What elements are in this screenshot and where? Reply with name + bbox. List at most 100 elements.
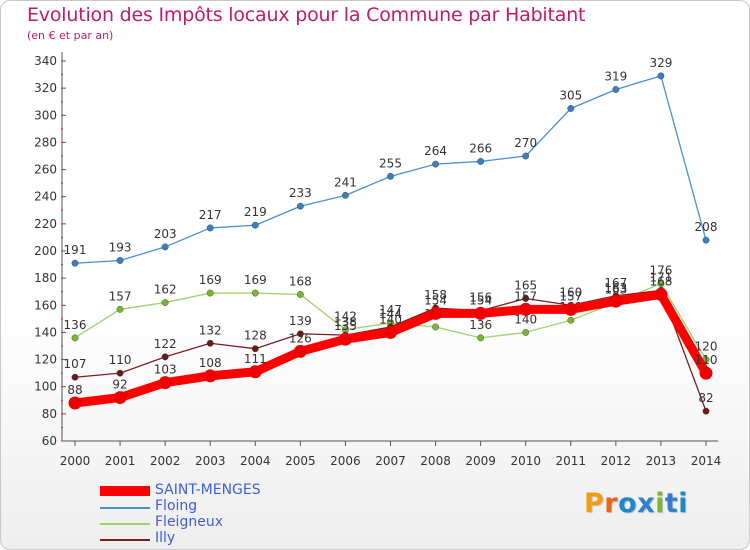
logo-letter: x (637, 488, 656, 519)
data-label-fleigneux: 176 (649, 264, 672, 278)
data-point-floing (342, 191, 349, 199)
y-tick-label: 100 (34, 380, 57, 394)
data-label-illy: 171 (649, 270, 672, 284)
data-label-saint-menges: 157 (559, 289, 582, 303)
data-label-illy: 167 (604, 276, 627, 290)
data-label-fleigneux: 136 (469, 318, 492, 332)
data-label-saint-menges: 111 (244, 352, 267, 366)
data-point-fleigneux (251, 289, 259, 297)
data-label-floing: 329 (649, 56, 672, 70)
data-label-illy: 139 (289, 314, 312, 328)
data-point-saint-menges (203, 369, 217, 383)
data-label-illy: 110 (109, 353, 132, 367)
data-point-saint-menges (248, 365, 262, 379)
logo-letter: P (584, 488, 605, 519)
logo-letter: r (604, 488, 619, 519)
data-label-fleigneux: 168 (289, 274, 312, 288)
x-tick-label: 2000 (60, 454, 91, 468)
data-point-floing (251, 221, 259, 229)
legend-swatch (100, 539, 150, 541)
x-tick-label: 2004 (240, 454, 271, 468)
data-label-fleigneux: 142 (334, 310, 357, 324)
x-tick-label: 2002 (150, 454, 181, 468)
data-point-saint-menges (654, 287, 668, 301)
data-label-saint-menges: 135 (334, 319, 357, 333)
data-point-saint-menges (113, 391, 127, 405)
data-point-floing (387, 172, 394, 180)
legend-label: Floing (155, 498, 198, 514)
data-point-floing (116, 257, 124, 264)
y-tick-label: 60 (42, 434, 57, 448)
data-label-floing: 233 (289, 186, 312, 200)
data-label-illy: 122 (154, 337, 177, 351)
legend-swatch (100, 507, 150, 509)
data-point-floing (702, 236, 710, 244)
y-tick-label: 340 (34, 54, 57, 68)
data-point-illy (702, 407, 710, 415)
x-tick-label: 2009 (465, 454, 496, 468)
y-tick-label: 160 (34, 298, 57, 312)
data-point-illy (522, 295, 530, 302)
line-chart: 60 80 100 120 140 160 180 200 220 240 260 280 300 320… (34, 52, 721, 468)
data-label-illy: 132 (199, 323, 222, 337)
data-label-saint-menges: 110 (695, 353, 718, 367)
data-point-floing (657, 72, 665, 80)
x-tick-label: 2013 (646, 454, 677, 468)
data-label-illy: 128 (244, 329, 267, 343)
data-point-floing (612, 86, 620, 93)
data-label-illy: 138 (334, 315, 357, 329)
y-tick-label: 140 (34, 325, 57, 339)
x-tick-label: 2006 (330, 454, 361, 468)
data-label-illy: 82 (698, 391, 713, 405)
data-label-floing: 264 (424, 144, 447, 158)
data-point-saint-menges (474, 306, 488, 320)
data-label-saint-menges: 168 (649, 274, 672, 288)
y-tick-label: 320 (34, 81, 57, 95)
y-tick-label: 240 (34, 190, 57, 204)
x-tick-label: 2012 (601, 454, 632, 468)
data-label-saint-menges: 88 (67, 383, 82, 397)
data-label-floing: 319 (604, 70, 627, 84)
chart-subtitle: (en € et par an) (27, 29, 114, 42)
data-label-floing: 266 (469, 141, 492, 155)
legend-item: Floing (100, 498, 320, 516)
data-label-illy: 144 (379, 307, 402, 321)
y-tick-label: 80 (42, 407, 57, 421)
data-point-fleigneux (432, 323, 439, 331)
data-label-fleigneux: 169 (199, 273, 222, 287)
x-tick-label: 2005 (285, 454, 316, 468)
data-label-floing: 255 (379, 156, 402, 170)
data-point-fleigneux (161, 299, 169, 306)
data-point-saint-menges (158, 376, 172, 390)
data-point-floing (477, 158, 485, 165)
data-label-illy: 158 (424, 288, 447, 302)
data-label-saint-menges: 163 (604, 281, 627, 295)
x-tick-label: 2011 (556, 454, 587, 468)
data-label-floing: 217 (199, 208, 222, 222)
data-label-fleigneux: 162 (154, 283, 177, 297)
data-label-fleigneux: 157 (109, 289, 132, 303)
data-point-illy (206, 339, 214, 347)
data-label-fleigneux: 136 (64, 318, 87, 332)
data-point-saint-menges (609, 294, 623, 308)
data-point-fleigneux (522, 329, 530, 336)
data-point-saint-menges (699, 366, 713, 380)
legend-swatch (100, 486, 150, 496)
data-point-saint-menges (519, 302, 533, 316)
data-point-floing (161, 243, 169, 251)
data-point-saint-menges (338, 332, 352, 346)
y-tick-label: 280 (34, 135, 57, 149)
legend-label: SAINT-MENGES (155, 482, 261, 498)
data-label-saint-menges: 154 (469, 293, 492, 307)
data-point-illy (296, 330, 304, 338)
data-point-floing (296, 202, 304, 210)
data-label-illy: 160 (559, 285, 582, 299)
data-point-saint-menges (384, 325, 397, 339)
data-label-floing: 191 (64, 243, 87, 257)
data-label-saint-menges: 157 (514, 289, 537, 303)
data-point-saint-menges (429, 306, 443, 320)
proxiti-logo: Proxiti (584, 488, 688, 519)
data-point-fleigneux (206, 289, 214, 297)
legend-item: SAINT-MENGES (100, 482, 320, 500)
